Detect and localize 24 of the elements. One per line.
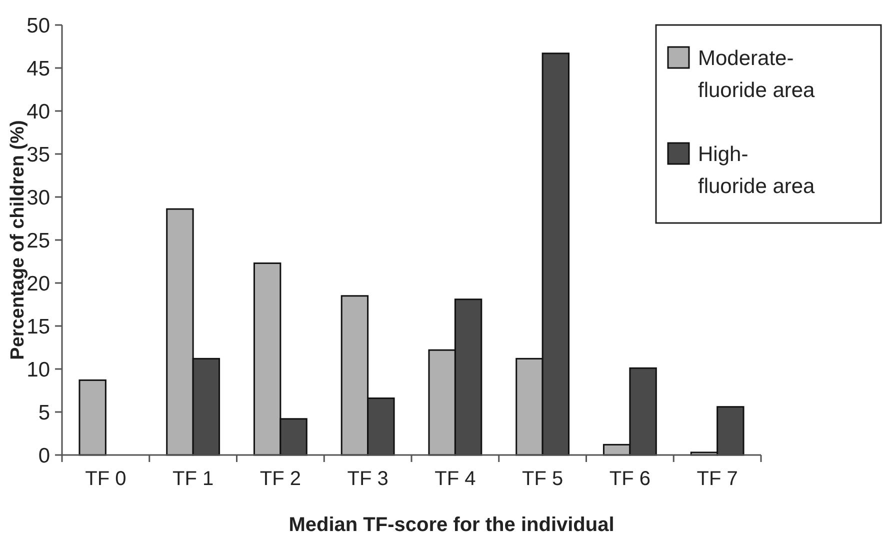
y-tick-label: 10 (26, 358, 50, 382)
y-tick-label: 30 (26, 186, 50, 210)
y-tick-label: 25 (26, 229, 50, 252)
y-tick-label: 35 (26, 143, 50, 166)
y-tick-label: 40 (26, 100, 50, 124)
y-tick-label: 45 (26, 57, 50, 80)
y-tick-label: 15 (26, 315, 50, 338)
x-axis-title: Median TF-score for the individual (288, 514, 614, 536)
x-tick-label: TF 4 (434, 468, 476, 490)
x-tick-label: TF 2 (260, 468, 301, 490)
legend-label: Moderate- fluoride area (698, 47, 816, 102)
y-tick-label: 0 (38, 444, 50, 468)
x-tick-label: TF 3 (347, 468, 388, 490)
y-tick-label: 50 (26, 14, 50, 38)
x-tick-label: TF 7 (696, 468, 738, 490)
legend-label: High- fluoride area (698, 143, 816, 198)
y-tick-label: 5 (38, 401, 50, 424)
x-tick-label: TF 1 (172, 468, 214, 490)
y-tick-label: 20 (26, 272, 50, 296)
x-tick-label: TF 6 (609, 468, 650, 490)
bar (78, 379, 106, 456)
x-tick-label: TF 0 (85, 468, 126, 490)
y-axis-title: Percentage of children (%) (8, 120, 29, 360)
x-tick-label: TF 5 (522, 468, 564, 490)
